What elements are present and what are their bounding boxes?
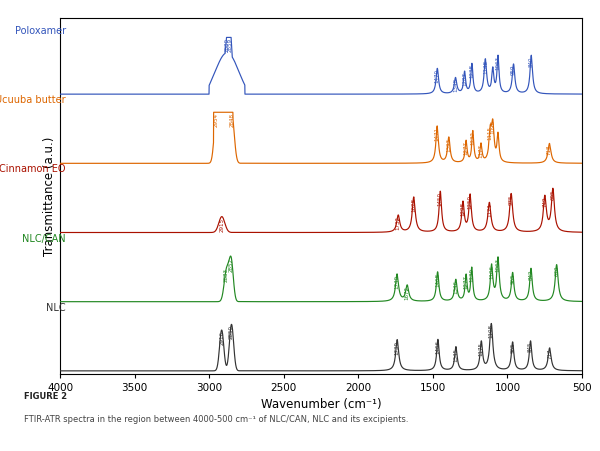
Text: 2852: 2852: [229, 258, 234, 272]
Text: 1393: 1393: [446, 138, 451, 152]
Text: 2916: 2916: [219, 331, 224, 345]
Text: 1466: 1466: [436, 341, 440, 354]
Text: 1468: 1468: [435, 273, 440, 287]
Text: 1287: 1287: [462, 72, 467, 86]
Text: 842: 842: [529, 269, 533, 280]
Text: 2848: 2848: [229, 113, 235, 127]
Text: 1470: 1470: [435, 69, 440, 83]
Text: 2880: 2880: [224, 38, 230, 52]
Text: NLC: NLC: [46, 303, 66, 313]
Text: Cinnamon EO: Cinnamon EO: [0, 165, 66, 175]
Text: 840: 840: [529, 56, 534, 67]
X-axis label: Wavenumber (cm⁻¹): Wavenumber (cm⁻¹): [260, 397, 382, 410]
Text: 2850: 2850: [229, 325, 234, 340]
Text: 1148: 1148: [483, 60, 488, 74]
Text: 670: 670: [554, 266, 559, 276]
Text: 1115: 1115: [488, 126, 493, 140]
Text: 1238: 1238: [469, 64, 475, 78]
Text: FTIR-ATR spectra in the region between 4000-500 cm⁻¹ of NLC/CAN, NLC and its exc: FTIR-ATR spectra in the region between 4…: [24, 415, 409, 424]
Text: 1063: 1063: [496, 56, 500, 70]
Text: 965: 965: [510, 273, 515, 284]
Text: 1277: 1277: [464, 275, 469, 289]
Text: Ucuuba butter: Ucuuba butter: [0, 95, 66, 105]
Text: 1732: 1732: [396, 216, 401, 230]
Text: 1108: 1108: [489, 324, 494, 339]
Text: 1232: 1232: [470, 132, 475, 146]
Text: 1348: 1348: [453, 78, 458, 92]
Text: 965: 965: [510, 343, 515, 354]
Text: 1277: 1277: [464, 141, 469, 155]
Text: 1121: 1121: [487, 203, 492, 217]
Text: 717: 717: [547, 349, 552, 359]
Text: 1175: 1175: [479, 342, 484, 356]
Text: NLC/CAN: NLC/CAN: [22, 234, 66, 244]
Text: 1098: 1098: [490, 120, 496, 134]
Text: 2954: 2954: [214, 113, 218, 127]
Text: 1628: 1628: [411, 198, 416, 212]
Text: 1298: 1298: [460, 202, 466, 216]
Text: 1063: 1063: [496, 258, 500, 272]
Text: 2859: 2859: [227, 38, 233, 52]
Text: 959: 959: [511, 65, 516, 75]
Text: 749: 749: [542, 196, 547, 207]
Y-axis label: Transmittance (a.u.): Transmittance (a.u.): [43, 137, 56, 256]
Text: 1471: 1471: [434, 127, 440, 141]
Text: 1739: 1739: [395, 341, 400, 354]
Text: 1106: 1106: [489, 265, 494, 279]
Text: 1345: 1345: [454, 348, 458, 362]
Text: 718: 718: [547, 144, 552, 155]
Text: 1250: 1250: [467, 195, 473, 209]
Text: 975: 975: [509, 194, 514, 205]
Text: 2915: 2915: [220, 218, 224, 232]
Text: FIGURE 2: FIGURE 2: [24, 392, 67, 401]
Text: 1177: 1177: [479, 144, 484, 158]
Text: 1346: 1346: [454, 280, 458, 294]
Text: Poloxamer: Poloxamer: [15, 26, 66, 36]
Text: 2883: 2883: [224, 268, 229, 282]
Text: 1450: 1450: [438, 192, 443, 206]
Text: 1239: 1239: [469, 268, 474, 282]
Text: 845: 845: [528, 342, 533, 352]
Text: 1740: 1740: [395, 275, 400, 289]
Text: 1672: 1672: [405, 286, 410, 300]
Text: 695: 695: [550, 189, 556, 200]
